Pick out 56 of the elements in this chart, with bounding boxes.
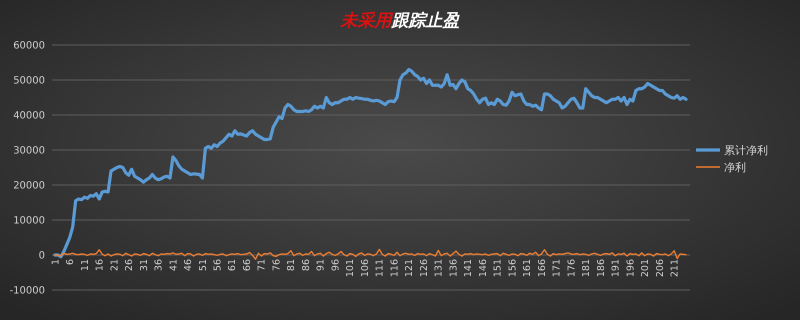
x-tick-label: 76 [271,259,282,272]
x-tick-label: 46 [183,259,194,272]
y-tick-label: 20000 [13,180,45,192]
legend-label: 累计净利 [724,144,768,157]
x-tick-label: 66 [242,259,253,272]
x-tick-label: 101 [345,259,356,278]
x-tick-label: 136 [448,259,460,278]
chart-title: 未采用跟踪止盈 [340,11,460,31]
x-tick-label: 131 [434,259,445,278]
x-tick-label: 11 [80,259,91,272]
y-tick-label: 60000 [13,40,45,52]
x-tick-label: 16 [94,259,106,272]
y-tick-label: 10000 [13,216,45,226]
y-tick-label: 30000 [13,146,45,156]
x-tick-label: 191 [610,259,622,278]
x-tick-label: 141 [463,259,474,278]
x-tick-label: 31 [138,259,150,272]
x-tick-label: 56 [212,259,224,272]
x-tick-label: 156 [507,259,518,278]
x-tick-label: 181 [581,259,592,278]
line-series [54,248,687,260]
x-tick-label: 126 [418,259,430,278]
x-tick-label: 161 [522,259,534,278]
x-tick-label: 36 [154,259,165,272]
x-tick-label: 146 [478,259,489,278]
x-tick-label: 86 [300,259,312,272]
x-tick-label: 196 [625,259,636,278]
x-tick-label: 1 [50,259,62,266]
x-tick-label: 106 [360,259,371,278]
x-tick-label: 211 [670,259,681,278]
x-tick-label: 21 [109,259,120,272]
legend-label: 净利 [724,160,746,174]
y-tick-label: 0 [38,250,45,262]
x-tick-label: 121 [404,259,416,278]
x-tick-label: 201 [640,259,652,278]
x-tick-label: 176 [566,259,578,278]
y-tick-label: -10000 [10,286,45,296]
line-series [53,68,688,258]
y-tick-label: 50000 [13,76,45,86]
y-tick-label: 40000 [13,110,45,122]
x-tick-label: 71 [256,259,268,272]
x-tick-label: 61 [227,259,238,272]
x-tick-label: 91 [316,259,327,272]
x-tick-label: 51 [198,259,209,272]
x-tick-label: 41 [168,259,180,272]
x-tick-label: 96 [330,259,342,272]
x-tick-label: 171 [552,259,563,278]
x-tick-label: 186 [596,259,607,278]
x-tick-label: 151 [492,259,504,278]
x-tick-label: 206 [654,259,666,278]
x-tick-label: 81 [286,259,298,272]
x-tick-label: 6 [65,259,76,266]
x-tick-label: 166 [536,259,548,278]
x-tick-label: 26 [124,259,136,272]
x-tick-label: 116 [389,259,400,278]
x-tick-label: 111 [374,259,386,278]
